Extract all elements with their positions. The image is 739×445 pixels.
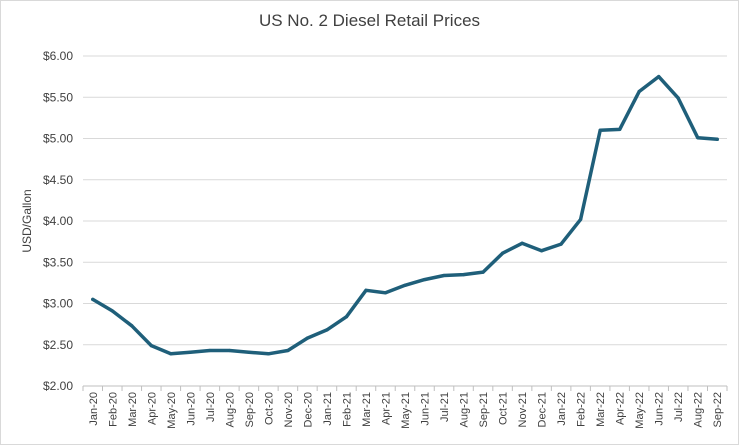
x-tick-label: Sep-20 — [244, 392, 256, 427]
data-point — [715, 137, 719, 141]
y-tick-label: $5.50 — [43, 90, 73, 104]
data-point — [442, 273, 446, 278]
y-tick-label: $4.00 — [43, 214, 73, 228]
chart-title: US No. 2 Diesel Retail Prices — [258, 11, 481, 30]
y-tick-label: $4.50 — [43, 173, 73, 187]
data-point — [344, 315, 349, 319]
data-point — [618, 127, 622, 132]
x-tick-label: Oct-20 — [263, 392, 275, 425]
x-tick-label: Feb-20 — [107, 392, 119, 427]
x-tick-label: Feb-22 — [576, 392, 588, 427]
data-point — [579, 217, 583, 221]
data-point — [247, 350, 251, 354]
x-tick-label: Aug-22 — [693, 392, 705, 427]
x-tick-label: Jul-22 — [673, 392, 685, 422]
data-point — [403, 283, 407, 287]
x-tick-label: Nov-20 — [283, 392, 295, 427]
data-point — [169, 352, 173, 356]
y-tick-label: $2.00 — [43, 379, 73, 393]
data-point — [598, 128, 602, 132]
data-point — [149, 343, 153, 348]
data-point — [481, 270, 485, 274]
data-point — [383, 291, 388, 295]
data-point — [461, 273, 466, 277]
series-line — [91, 74, 719, 356]
data-point — [657, 75, 661, 79]
x-tick-label: Oct-21 — [498, 392, 510, 425]
x-tick-label: Apr-21 — [380, 392, 392, 425]
data-point — [286, 348, 290, 353]
x-tick-label: Aug-20 — [224, 392, 236, 427]
data-point — [130, 324, 134, 328]
x-tick-label: Sep-21 — [478, 392, 490, 427]
data-point — [500, 251, 505, 255]
x-tick-label: Dec-21 — [537, 392, 549, 427]
x-tick-label: May-22 — [634, 392, 646, 429]
x-tick-label: Mar-20 — [127, 392, 139, 427]
x-tick-label: Sep-22 — [712, 392, 724, 427]
y-tick-label: $2.50 — [43, 338, 73, 352]
data-point — [188, 350, 192, 354]
data-point — [696, 136, 700, 140]
data-point — [559, 242, 563, 246]
x-tick-label: Jan-21 — [322, 392, 334, 426]
x-tick-label: Jun-21 — [420, 392, 432, 426]
x-tick-label: Jan-22 — [556, 392, 568, 426]
x-tick-label: May-21 — [400, 392, 412, 429]
data-point — [266, 352, 270, 356]
data-point — [305, 336, 310, 340]
x-tick-label: Jul-21 — [439, 392, 451, 422]
x-tick-label: Jan-20 — [88, 392, 100, 426]
x-tick-label: Nov-21 — [517, 392, 529, 427]
x-tick-label: Apr-20 — [146, 392, 158, 425]
x-tick-label: Mar-22 — [595, 392, 607, 427]
x-tick-label: Jul-20 — [205, 392, 217, 422]
x-tick-label: Jun-20 — [185, 392, 197, 426]
x-tick-label: Mar-21 — [361, 392, 373, 427]
x-tick-label: Aug-21 — [459, 392, 471, 427]
data-point — [676, 96, 680, 100]
y-tick-label: $6.00 — [43, 49, 73, 63]
x-tick-label: Apr-22 — [615, 392, 627, 425]
data-point — [364, 288, 368, 292]
data-point — [520, 241, 524, 245]
data-point — [227, 348, 231, 353]
y-tick-label: $3.50 — [43, 255, 73, 269]
y-tick-label: $5.00 — [43, 132, 73, 146]
x-tick-label: May-20 — [166, 392, 178, 429]
data-point — [325, 328, 329, 332]
y-tick-label: $3.00 — [43, 297, 73, 311]
data-point — [540, 249, 544, 253]
x-tick-label: Dec-20 — [302, 392, 314, 427]
data-point — [110, 309, 114, 313]
data-point — [208, 348, 212, 353]
data-point — [91, 297, 95, 301]
x-tick-label: Feb-21 — [341, 392, 353, 427]
x-tick-label: Jun-22 — [654, 392, 666, 426]
y-axis-label: USD/Gallon — [20, 189, 34, 252]
data-point — [637, 89, 641, 94]
data-point — [422, 277, 427, 282]
